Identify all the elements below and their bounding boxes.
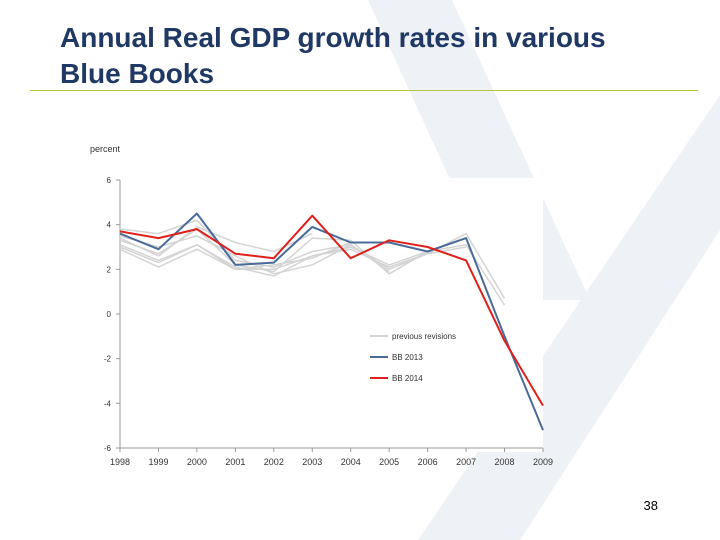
x-tick-label: 2000 bbox=[187, 457, 207, 467]
y-tick-label: 2 bbox=[107, 265, 112, 274]
slide-title: Annual Real GDP growth rates in various … bbox=[60, 22, 606, 89]
legend-label: BB 2014 bbox=[392, 374, 423, 383]
x-tick-label: 1999 bbox=[148, 457, 168, 467]
x-tick-label: 2004 bbox=[341, 457, 361, 467]
series-line-bb-2014 bbox=[119, 214, 544, 407]
title-underline bbox=[30, 90, 698, 91]
previous-revision-line bbox=[119, 235, 390, 275]
x-tick-label: 2007 bbox=[456, 457, 476, 467]
x-tick-label: 2006 bbox=[418, 457, 438, 467]
previous-revision-line bbox=[119, 246, 428, 271]
previous-revision-line bbox=[119, 244, 467, 277]
main-series-lines bbox=[119, 212, 544, 431]
series-line-bb-2013 bbox=[119, 212, 544, 431]
plot-area-background bbox=[120, 178, 543, 452]
x-tick-label: 2009 bbox=[533, 457, 553, 467]
y-tick-label: 4 bbox=[107, 221, 112, 230]
legend-label: previous revisions bbox=[392, 332, 456, 341]
legend: previous revisions BB 2013 BB 2014 bbox=[370, 332, 456, 383]
previous-revision-line bbox=[119, 226, 313, 257]
y-tick-label: -4 bbox=[104, 399, 112, 408]
x-tick-label: 1998 bbox=[110, 457, 130, 467]
x-tick-label: 2002 bbox=[264, 457, 284, 467]
y-tick-label: -6 bbox=[104, 444, 112, 453]
x-tick-label: 2005 bbox=[379, 457, 399, 467]
y-tick-label: 6 bbox=[107, 176, 112, 185]
plot-area-group bbox=[120, 178, 543, 452]
y-axis-label: percent bbox=[90, 144, 121, 154]
y-tick-label: 0 bbox=[107, 310, 112, 319]
x-tick-label: 2008 bbox=[495, 457, 515, 467]
page-number: 38 bbox=[643, 498, 658, 513]
legend-label: BB 2013 bbox=[392, 353, 423, 362]
x-axis: 1998 1999 2000 2001 2002 2003 2004 2005 2006 2007… bbox=[110, 447, 553, 467]
y-axis: percent 6 4 2 0 -2 -4 -6 bbox=[90, 144, 121, 453]
previous-revision-line bbox=[119, 241, 351, 271]
x-tick-label: 2003 bbox=[302, 457, 322, 467]
x-tick-label: 2001 bbox=[225, 457, 245, 467]
y-tick-label: -2 bbox=[104, 355, 112, 364]
